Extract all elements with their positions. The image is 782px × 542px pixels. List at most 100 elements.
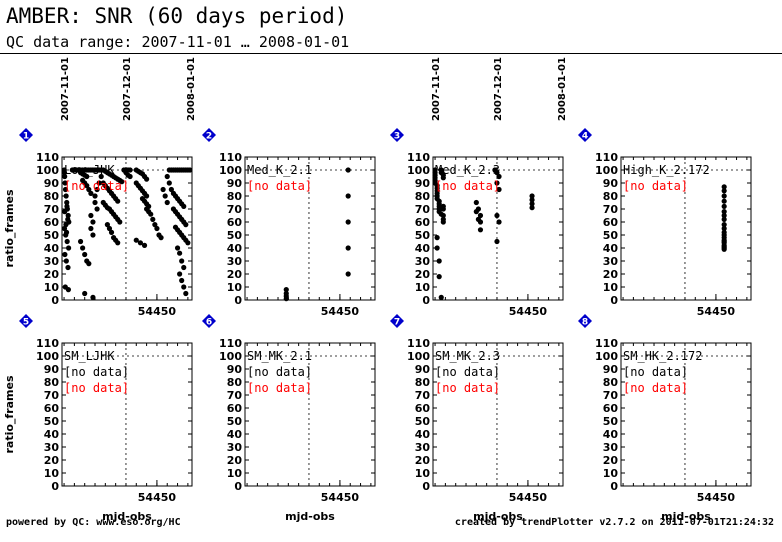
y-tick-label: 20	[603, 454, 619, 467]
data-point	[86, 261, 92, 267]
y-tick-label: 10	[415, 281, 431, 294]
series-label: High_K_2.172	[623, 163, 710, 177]
data-point	[434, 235, 440, 241]
y-tick-label: 100	[36, 350, 59, 363]
panel-number: 6	[206, 318, 212, 328]
x-tick-label: 54450	[509, 491, 548, 504]
panel-marker-icon	[19, 314, 33, 328]
data-point	[62, 180, 68, 186]
data-point	[529, 193, 535, 199]
data-point	[63, 193, 69, 199]
data-point	[181, 284, 187, 290]
panel-number: 4	[582, 132, 588, 142]
data-point	[283, 287, 289, 293]
x-tick-label: 54450	[509, 305, 548, 318]
y-tick-label: 50	[44, 229, 60, 242]
data-point	[494, 238, 500, 245]
data-point	[88, 212, 94, 219]
date-tick-label: 2008-01-01	[186, 57, 197, 121]
data-point	[63, 229, 70, 235]
data-point	[88, 225, 94, 232]
data-point	[721, 193, 727, 199]
y-tick-label: 20	[227, 454, 243, 467]
series-label: SM_HK_2.172	[623, 349, 702, 363]
y-tick-label: 70	[227, 389, 243, 402]
y-tick-label: 10	[227, 467, 243, 480]
data-point	[434, 245, 440, 251]
y-tick-label: 30	[44, 255, 60, 268]
data-point	[96, 180, 102, 186]
data-point	[438, 294, 444, 300]
panel-number: 2	[206, 132, 212, 142]
x-axis-label: mjd-obs	[473, 510, 523, 523]
data-point	[473, 209, 479, 215]
data-point	[162, 193, 168, 199]
data-point	[64, 203, 70, 209]
panel-marker-icon	[202, 314, 216, 328]
data-point	[148, 211, 154, 217]
y-tick-label: 100	[219, 350, 242, 363]
data-point	[65, 216, 71, 222]
data-point	[183, 290, 189, 297]
x-tick-label: 54450	[697, 305, 736, 318]
data-point	[168, 186, 174, 193]
y-tick-label: 100	[407, 164, 430, 177]
data-point	[179, 277, 185, 284]
axes-frame	[432, 342, 564, 487]
y-tick-label: 50	[603, 415, 619, 428]
data-point	[82, 251, 88, 258]
panel-marker-icon	[390, 314, 404, 328]
y-tick-label: 20	[44, 268, 60, 281]
data-point	[80, 245, 86, 251]
data-point	[477, 212, 484, 219]
data-point	[158, 235, 164, 241]
date-tick-label: 2007-11-01	[431, 57, 442, 121]
y-tick-label: 40	[227, 242, 243, 255]
data-point	[94, 186, 100, 193]
data-point	[154, 225, 160, 232]
date-tick-label: 2008-01-01	[557, 57, 568, 121]
data-point	[94, 206, 100, 212]
data-point	[164, 199, 170, 206]
data-point	[345, 271, 351, 277]
data-point	[90, 232, 96, 238]
data-point	[84, 173, 90, 180]
no-data-label: [no data]	[435, 381, 500, 395]
y-tick-label: 0	[422, 480, 430, 493]
data-point	[721, 198, 727, 204]
y-tick-label: 40	[603, 428, 619, 441]
y-tick-label: 90	[415, 177, 431, 190]
date-tick-label: 2007-11-01	[60, 57, 71, 121]
panel-marker-icon	[390, 128, 404, 142]
y-tick-label: 0	[51, 294, 59, 307]
data-point	[496, 219, 502, 225]
y-axis-label: ratio_frames	[3, 189, 16, 267]
data-point	[65, 212, 71, 219]
y-tick-label: 60	[44, 402, 60, 415]
y-tick-label: 100	[595, 350, 618, 363]
panel-4: 4010203040506070809010011054450High_K_2.…	[578, 128, 752, 318]
date-tick-label: 2007-12-01	[122, 57, 133, 121]
data-point	[177, 250, 183, 256]
data-point	[144, 176, 150, 182]
y-tick-label: 100	[36, 164, 59, 177]
y-tick-label: 20	[415, 268, 431, 281]
data-point	[62, 173, 68, 180]
data-point	[90, 219, 96, 225]
y-tick-label: 70	[44, 389, 60, 402]
y-tick-label: 110	[407, 151, 430, 164]
series-label: Med_K_2.3	[435, 163, 500, 177]
data-point	[106, 225, 113, 232]
y-tick-label: 80	[415, 190, 431, 203]
y-tick-label: 30	[227, 441, 243, 454]
x-tick-label: 54450	[321, 491, 360, 504]
data-point	[64, 238, 70, 245]
data-point	[137, 240, 144, 246]
y-tick-label: 80	[44, 190, 60, 203]
x-tick-label: 54450	[138, 305, 177, 318]
data-point	[63, 222, 69, 228]
panel-number: 1	[23, 132, 29, 142]
panel-5: 5010203040506070809010011054450SM_LJHK[n…	[3, 314, 193, 523]
y-tick-label: 50	[415, 229, 431, 242]
x-tick-label: 54450	[697, 491, 736, 504]
